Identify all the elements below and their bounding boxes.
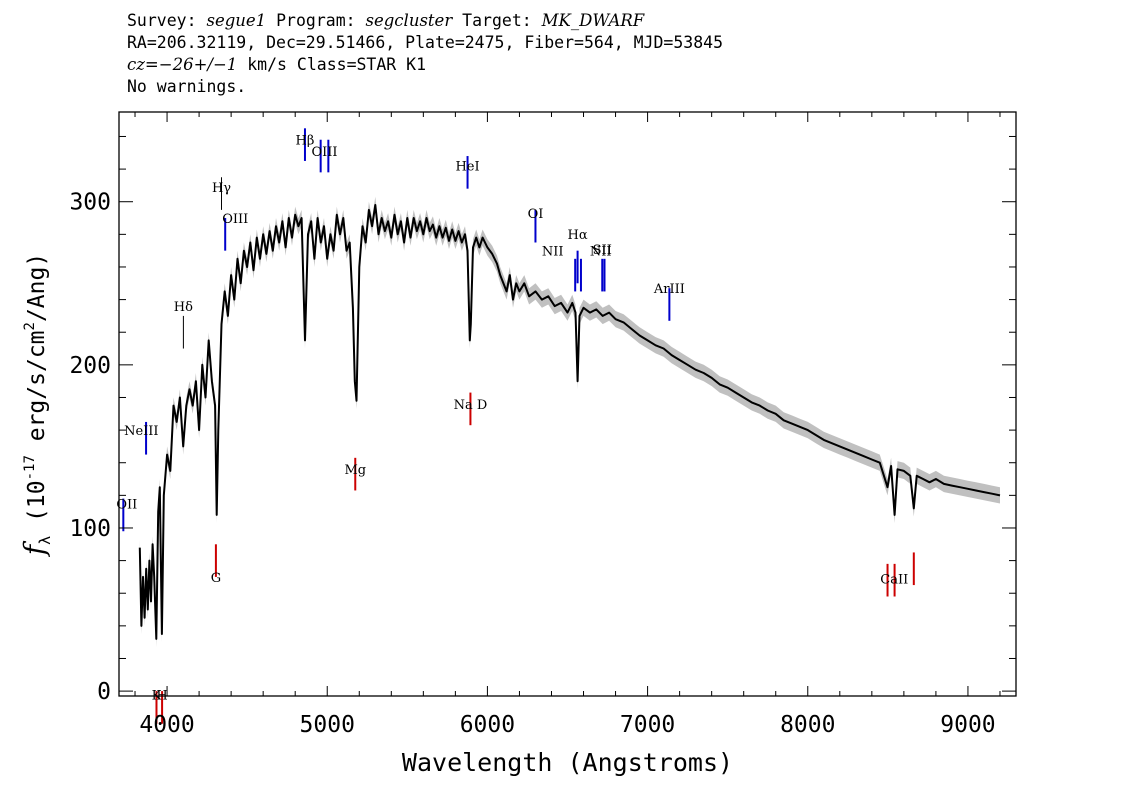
y-tick-label: 300	[69, 190, 111, 216]
line-label-9: OI	[528, 207, 544, 222]
header-line-coordinates: RA=206.32119, Dec=29.51466, Plate=2475, …	[127, 33, 724, 52]
line-label-4: OIII	[222, 212, 248, 227]
labels-layer: 4000 5000 6000 7000 8000 9000 0 100 200 300 Wavele…	[18, 134, 996, 777]
survey-label: Survey:	[127, 11, 207, 30]
line-label-21: CaII	[880, 572, 908, 587]
axes-layer	[118, 111, 1017, 697]
spectrum-series-layer	[138, 196, 1001, 648]
spectrum-series	[138, 204, 1001, 640]
y-tick-label: 100	[69, 516, 111, 542]
x-tick-label: 9000	[940, 712, 995, 738]
x-tick-label: 7000	[620, 712, 675, 738]
header-line-warnings: No warnings.	[127, 77, 247, 96]
spectrum-error-band	[139, 196, 1001, 648]
y-axis-title: fλ (10-17 erg/s/cm2/Ang)	[18, 253, 54, 557]
y-tick-label: 0	[97, 679, 111, 705]
line-label-18: G	[211, 571, 221, 586]
line-label-2: Hδ	[174, 300, 193, 315]
line-label-16: K	[152, 688, 162, 703]
line-label-3: Hγ	[212, 181, 231, 196]
line-label-19: Mg	[344, 463, 366, 478]
line-label-11: Hα	[568, 228, 588, 243]
line-label-0: OII	[116, 497, 137, 512]
line-label-1: NeIII	[124, 424, 158, 439]
spectral-lines-layer	[122, 128, 915, 724]
x-tick-label: 8000	[780, 712, 835, 738]
target-label: Target:	[452, 11, 542, 30]
line-label-20: Na D	[454, 398, 488, 413]
cz-label: cz=	[127, 55, 159, 74]
class-text: km/s Class=STAR K1	[237, 55, 427, 74]
survey-value: segue1	[206, 11, 267, 30]
header-line-redshift: cz=−26+/−1 km/s Class=STAR K1	[127, 54, 1127, 76]
line-label-17: H	[156, 688, 167, 703]
program-label: Program:	[266, 11, 366, 30]
line-label-15: ArIII	[653, 282, 685, 297]
x-axis-title: Wavelength (Angstroms)	[402, 748, 733, 777]
line-label-12: NII	[590, 245, 612, 260]
program-value: segcluster	[365, 11, 453, 30]
line-label-5: Hβ	[296, 134, 315, 149]
cz-value: −26+/−1	[158, 55, 238, 74]
line-label-7: OIII	[311, 145, 337, 160]
x-tick-label: 5000	[300, 712, 355, 738]
plot-frame	[118, 111, 1017, 697]
header-line-survey: Survey: segue1 Program: segcluster Targe…	[127, 10, 1127, 32]
y-tick-label: 200	[69, 353, 111, 379]
line-label-10: NII	[542, 245, 564, 260]
spectrum-header: Survey: segue1 Program: segcluster Targe…	[127, 10, 1127, 98]
target-value: MK_DWARF	[541, 11, 645, 30]
x-tick-label: 6000	[460, 712, 515, 738]
line-label-13: SII	[593, 243, 612, 258]
y-axis-title-text: fλ (10-17 erg/s/cm2/Ang)	[18, 253, 54, 557]
x-tick-label: 4000	[139, 712, 194, 738]
line-label-8: HeI	[455, 160, 479, 175]
